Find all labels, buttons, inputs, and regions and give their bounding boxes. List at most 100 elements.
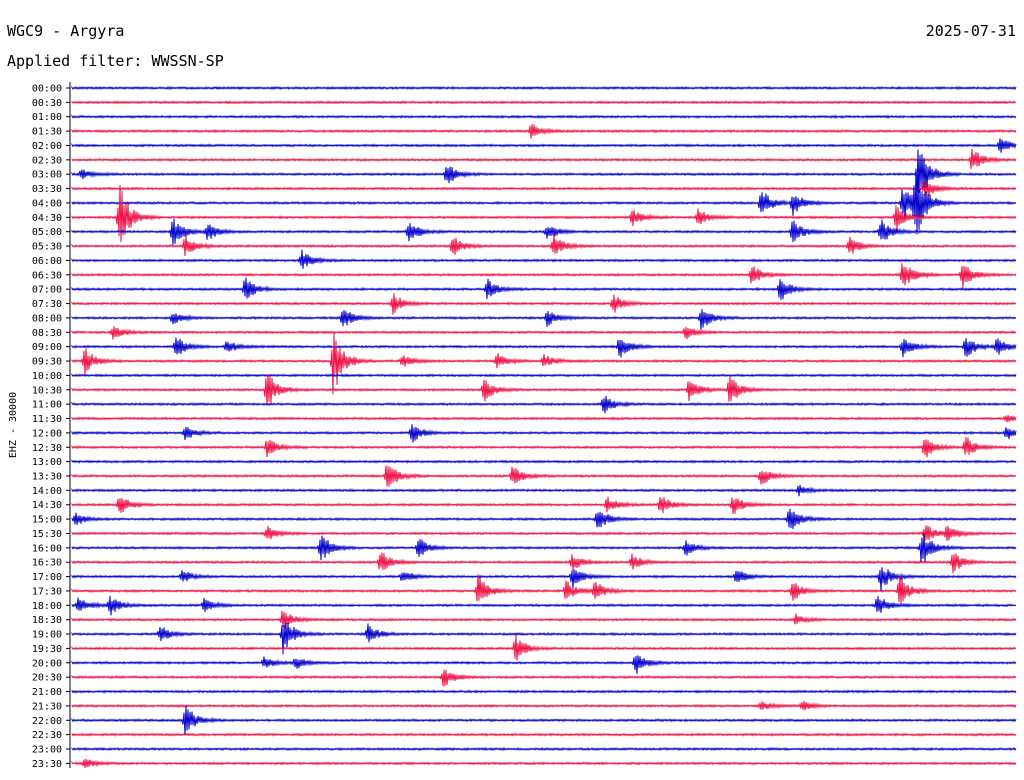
tick-label: 11:00 [32,400,62,411]
tick-label: 18:00 [32,601,62,612]
seismic-trace-0200 [71,138,1017,153]
tick-label: 19:30 [32,644,62,655]
seismic-trace-1430 [71,496,1017,515]
tick-label: 20:30 [32,673,62,684]
tick-label: 22:30 [32,730,62,741]
seismic-trace-0700 [71,277,1017,300]
seismic-trace-0130 [71,124,1017,139]
seismic-trace-0930 [71,333,1017,395]
tick-label: 13:00 [32,457,62,468]
tick-label: 12:00 [32,428,62,439]
tick-label: 15:30 [32,529,62,540]
tick-label: 15:00 [32,515,62,526]
tick-label: 16:30 [32,558,62,569]
tick-label: 00:30 [32,98,62,109]
tick-label: 22:00 [32,716,62,727]
seismic-trace-2130 [71,701,1017,711]
seismic-trace-0300 [71,149,1017,193]
seismic-trace-1130 [71,415,1017,423]
seismic-trace-1630 [71,552,1017,574]
tick-label: 23:30 [32,759,62,770]
tick-label: 10:30 [32,385,62,396]
seismic-trace-1000 [71,373,1017,378]
seismic-trace-1100 [71,395,1017,414]
seismic-trace-1900 [71,622,1017,655]
seismic-trace-0600 [71,249,1017,269]
seismic-trace-2100 [71,689,1017,694]
seismic-trace-1700 [71,567,1017,592]
tick-label: 14:30 [32,500,62,511]
seismic-trace-1800 [71,595,1017,616]
seismic-trace-0500 [71,218,1017,245]
tick-label: 05:30 [32,242,62,253]
tick-label: 16:00 [32,543,62,554]
seismic-trace-1400 [71,484,1017,497]
tick-label: 06:30 [32,270,62,281]
tick-label: 04:00 [32,198,62,209]
tick-label: 11:30 [32,414,62,425]
tick-label: 05:00 [32,227,62,238]
seismic-trace-1300 [71,459,1017,464]
seismic-trace-1930 [71,634,1017,661]
tick-label: 07:00 [32,285,62,296]
tick-label: 21:30 [32,701,62,712]
tick-label: 08:00 [32,313,62,324]
seismic-trace-0330 [71,181,1017,196]
tick-label: 21:00 [32,687,62,698]
tick-label: 09:00 [32,342,62,353]
seismic-trace-2030 [71,669,1017,687]
seismic-trace-1330 [71,465,1017,487]
seismic-trace-1600 [71,533,1017,563]
seismic-trace-0730 [71,293,1017,315]
seismic-trace-1230 [71,436,1017,458]
tick-label: 09:30 [32,357,62,368]
seismic-trace-0100 [71,114,1017,119]
tick-label: 01:00 [32,112,62,123]
seismic-trace-2330 [71,758,1017,769]
seismic-trace-2230 [71,732,1017,737]
tick-label: 08:30 [32,328,62,339]
tick-label: 04:30 [32,213,62,224]
tick-label: 20:00 [32,658,62,669]
seismic-trace-0230 [71,148,1017,169]
seismic-trace-0630 [71,263,1017,289]
tick-label: 03:30 [32,184,62,195]
tick-label: 01:30 [32,127,62,138]
seismic-trace-0900 [71,337,1017,358]
seismic-trace-1830 [71,611,1017,629]
tick-label: 02:00 [32,141,62,152]
seismic-trace-2200 [71,706,1017,736]
seismic-trace-1530 [71,525,1017,541]
station-title: WGC9 - Argyra [7,22,125,40]
tick-label: 14:00 [32,486,62,497]
seismic-trace-0400 [71,168,1017,235]
tick-label: 17:30 [32,586,62,597]
tick-label: 02:30 [32,155,62,166]
seismic-trace-0830 [71,326,1017,340]
y-axis-label: EHZ - 30000 [8,392,19,458]
seismic-trace-2000 [71,655,1017,674]
tick-label: 12:30 [32,443,62,454]
seismic-trace-0530 [71,233,1017,257]
tick-label: 19:00 [32,630,62,641]
tick-label: 18:30 [32,615,62,626]
filter-label: Applied filter: WWSSN-SP [7,52,224,70]
seismic-trace-1200 [71,424,1017,443]
trace-group: 00:00 00:30 01:00 01:30 02:00 02:30 03:00 03:30… [32,84,1017,770]
tick-label: 10:00 [32,371,62,382]
tick-label: 00:00 [32,84,62,95]
seismic-trace-0430 [71,184,1017,243]
tick-label: 03:00 [32,170,62,181]
seismic-trace-0000 [71,85,1017,91]
tick-label: 17:00 [32,572,62,583]
tick-label: 23:00 [32,745,62,756]
tick-label: 13:30 [32,471,62,482]
seismic-trace-0800 [71,308,1017,330]
date-label: 2025-07-31 [925,22,1016,40]
seismic-trace-0030 [71,100,1017,105]
seismic-trace-2300 [71,746,1017,752]
tick-label: 07:30 [32,299,62,310]
tick-label: 06:00 [32,256,62,267]
seismic-trace-1730 [71,574,1017,604]
